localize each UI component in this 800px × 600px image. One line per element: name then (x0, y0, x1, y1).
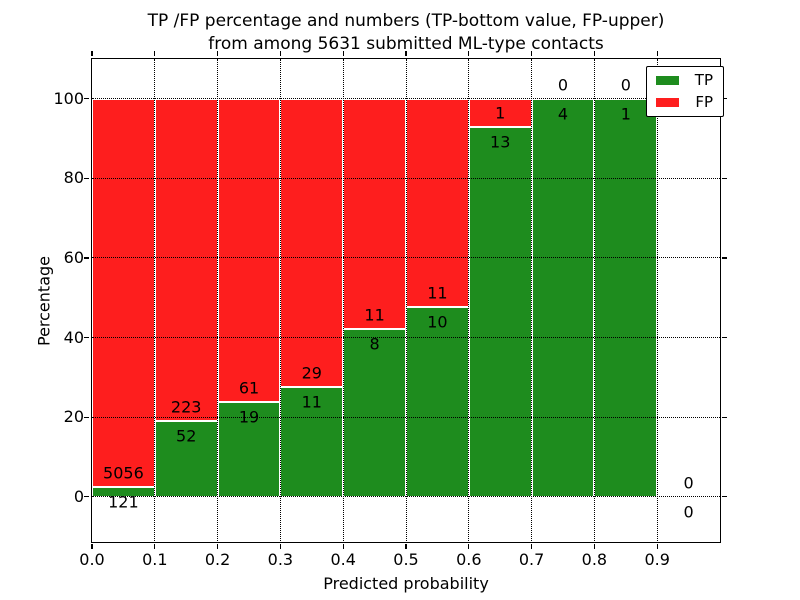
tp-count-label: 8 (369, 334, 380, 354)
x-tick-bottom (405, 544, 407, 549)
fp-count-label: 0 (683, 473, 694, 493)
v-gridline-0.4 (342, 59, 344, 543)
chart-title: TP /FP percentage and numbers (TP-bottom… (147, 11, 665, 54)
fp-count-label: 29 (301, 363, 322, 383)
x-tick-top (279, 51, 281, 56)
x-tick-top (656, 51, 658, 56)
tp-count-label: 13 (490, 132, 511, 152)
legend-swatch-fp-icon (656, 98, 679, 107)
fp-count-label: 11 (427, 283, 448, 303)
bar-tp-segment (468, 127, 532, 497)
tp-count-label: 10 (427, 312, 448, 332)
bar-fp-segment (343, 98, 406, 330)
x-tick-bottom (154, 544, 156, 549)
y-tick-right (721, 496, 727, 498)
x-tick-top (468, 51, 470, 56)
x-tick-top (405, 51, 407, 56)
bar-fp-segment (406, 98, 469, 308)
x-tick-label: 0.5 (393, 549, 419, 569)
fp-count-label: 5056 (103, 463, 144, 483)
fp-count-label: 0 (557, 75, 569, 95)
bar-tp-segment (343, 329, 406, 497)
y-tick-right (721, 416, 727, 418)
fp-count-label: 61 (238, 378, 260, 398)
v-gridline-0.3 (279, 59, 281, 543)
bar-tp-segment (594, 98, 658, 497)
tp-count-label: 1 (620, 104, 631, 124)
v-gridline-0.5 (405, 59, 407, 543)
tp-count-label: 121 (108, 492, 139, 512)
tp-count-label: 0 (683, 502, 694, 522)
bar-fp-segment (92, 98, 155, 488)
v-gridline-0.6 (468, 59, 470, 543)
fp-count-label: 1 (495, 103, 506, 123)
x-tick-bottom (342, 544, 344, 549)
legend-item-fp: FP (656, 95, 713, 110)
tp-count-label: 19 (238, 407, 260, 427)
y-tick-right (721, 257, 727, 259)
x-tick-label: 0.2 (204, 549, 231, 569)
x-tick-label: 0.8 (581, 549, 608, 569)
bar-fp-segment (280, 98, 344, 388)
x-tick-bottom (656, 544, 658, 549)
legend-label: FP (695, 93, 713, 111)
tp-count-label: 4 (557, 104, 569, 124)
y-tick-right (721, 98, 727, 100)
bar-tp-segment (406, 307, 469, 497)
y-tick-label: 80 (63, 168, 84, 188)
v-gridline-0.9 (656, 59, 658, 543)
y-tick-label: 20 (63, 407, 84, 427)
y-tick-right (721, 336, 727, 339)
y-tick-left (84, 257, 89, 259)
bar-tp-segment (531, 98, 595, 497)
legend: TP FP (646, 66, 724, 117)
x-tick-label: 0.1 (142, 549, 168, 569)
x-tick-label: 0.6 (456, 549, 482, 569)
y-tick-left (84, 416, 89, 418)
x-tick-bottom (531, 544, 533, 549)
legend-item-tp: TP (656, 73, 713, 88)
x-tick-top (531, 51, 533, 56)
x-tick-label: 0.7 (518, 549, 545, 569)
x-tick-top (342, 51, 344, 56)
y-tick-right (721, 177, 727, 179)
legend-label: TP (694, 71, 713, 89)
bar-fp-segment (217, 98, 281, 403)
x-tick-top (154, 51, 156, 56)
x-tick-bottom (217, 544, 219, 549)
x-tick-bottom (468, 544, 470, 549)
y-tick-left (84, 98, 89, 100)
v-gridline-0.1 (154, 59, 156, 543)
x-tick-label: 0.0 (79, 549, 105, 569)
v-gridline-0.2 (217, 59, 219, 543)
bar-tp-segment (154, 421, 218, 497)
x-tick-label: 0.9 (644, 549, 670, 569)
legend-swatch-tp-icon (656, 76, 679, 85)
x-tick-top (91, 51, 93, 56)
x-tick-top (217, 51, 219, 56)
v-gridline-0.7 (531, 59, 533, 543)
x-tick-label: 0.3 (267, 549, 294, 569)
x-tick-bottom (593, 544, 595, 549)
y-tick-left (84, 336, 89, 339)
x-axis-label: Predicted probability (323, 574, 489, 593)
y-tick-left (84, 496, 89, 498)
y-tick-label: 60 (63, 247, 84, 267)
x-tick-label: 0.4 (330, 549, 356, 569)
fp-count-label: 11 (364, 305, 385, 325)
x-tick-bottom (279, 544, 281, 549)
fp-count-label: 223 (170, 397, 202, 417)
x-tick-top (593, 51, 595, 56)
y-tick-label: 0 (73, 486, 84, 506)
v-gridline-0.8 (593, 59, 595, 543)
tp-count-label: 52 (176, 426, 197, 446)
tp-count-label: 11 (301, 392, 322, 412)
x-tick-bottom (91, 544, 93, 549)
fp-count-label: 0 (620, 75, 631, 95)
y-tick-label: 40 (63, 327, 84, 347)
y-tick-left (84, 177, 89, 179)
y-tick-label: 100 (53, 88, 84, 108)
bar-fp-segment (154, 98, 218, 422)
